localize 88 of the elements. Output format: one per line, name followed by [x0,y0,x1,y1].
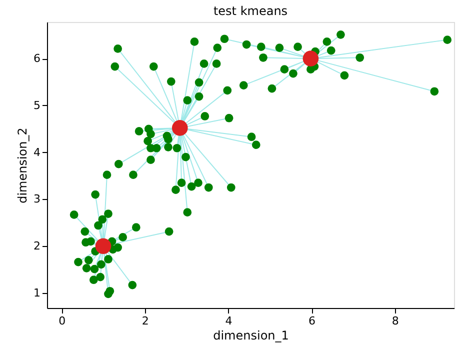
point [164,227,174,236]
point [212,60,221,68]
x-axis-title: dimension_1 [213,328,289,342]
x-tick-label: 6 [308,314,316,328]
point [242,40,251,49]
point [430,87,439,96]
point [164,143,172,152]
point [294,42,302,52]
point [326,46,336,55]
point [164,135,172,144]
point [104,290,112,298]
point [90,264,99,274]
point [74,258,82,266]
point [91,190,100,199]
point [128,280,137,290]
point [322,38,332,46]
point [134,127,144,136]
point [200,112,210,120]
point [200,60,208,68]
point [172,186,180,194]
x-tick-label: 8 [392,314,399,328]
point [80,227,90,236]
y-tick-label: 4 [34,146,40,159]
point [183,96,192,104]
point [132,223,140,232]
point [356,53,364,62]
point [259,53,268,62]
point [104,255,112,264]
point [256,42,266,52]
x-tick-label: 2 [142,314,149,328]
point [82,264,91,272]
x-tick-label: 0 [58,314,66,328]
y-axis-title: dimension_2 [16,128,30,204]
point [302,50,319,66]
point [280,65,289,74]
point [194,78,204,87]
point [94,221,102,230]
point [146,156,155,164]
point [223,86,232,95]
point [289,69,298,78]
point [204,183,213,192]
point [146,130,155,138]
point [213,44,222,52]
y-tick-label: 6 [34,52,40,66]
point [268,84,276,93]
point [114,44,122,53]
point [239,81,248,90]
point [177,178,186,187]
point [104,210,112,218]
point [86,237,95,246]
point [114,160,123,168]
y-tick-label: 3 [34,192,40,206]
point [443,36,452,44]
point [70,210,78,219]
y-tick-label: 1 [34,286,40,300]
point [95,238,112,254]
point [226,183,236,192]
point [194,178,202,187]
point [96,260,106,269]
point [102,170,112,180]
point [172,144,182,152]
point [224,114,234,122]
point [183,208,192,217]
point [166,77,176,86]
point [84,256,93,264]
point [190,38,199,46]
point [194,92,204,101]
y-tick-label: 2 [34,240,40,253]
point [182,152,190,162]
point [98,215,107,224]
point [220,34,229,44]
point [118,233,127,242]
point [89,276,98,284]
point [144,136,152,146]
point [252,140,260,150]
chart-title: test kmeans [213,4,288,18]
point [149,62,158,71]
y-tick-label: 5 [34,98,40,112]
point [247,132,256,142]
point [275,44,284,52]
point [110,62,120,71]
point [340,71,349,80]
x-tick-label: 4 [225,314,232,328]
point [336,30,345,39]
point [172,120,188,136]
point [187,182,196,191]
point [129,170,138,180]
point [96,272,105,282]
